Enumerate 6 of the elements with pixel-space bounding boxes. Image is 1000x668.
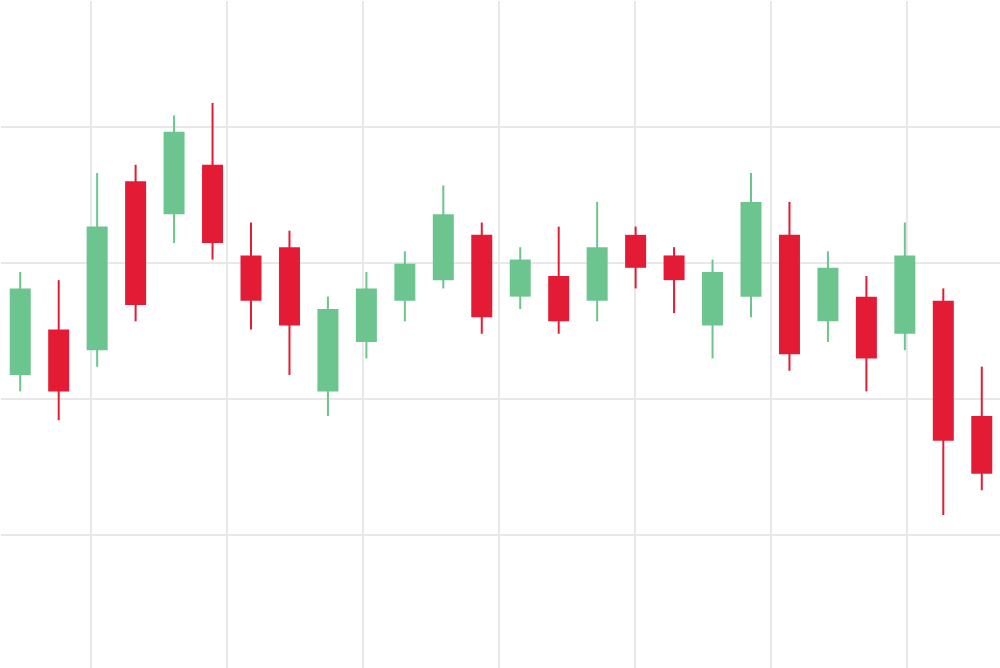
candlestick bbox=[548, 225, 570, 335]
candlestick bbox=[240, 221, 262, 331]
candlestick bbox=[509, 246, 531, 310]
candlestick bbox=[663, 246, 685, 315]
candlestick bbox=[625, 225, 647, 290]
candlestick bbox=[394, 250, 416, 323]
